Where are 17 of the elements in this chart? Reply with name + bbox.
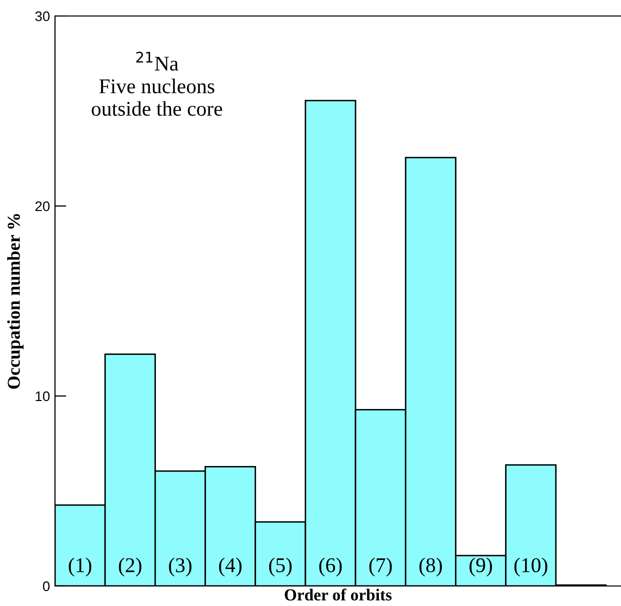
x-tick-label: (3) <box>168 558 192 576</box>
y-tick-label: 0 <box>42 581 50 592</box>
y-tick-label: 20 <box>35 201 50 212</box>
text: $^{21}$Na Five nucleons outside the core <box>92 52 222 116</box>
x-tick-label: (4) <box>219 558 242 576</box>
x-tick-label: (10) <box>514 558 548 576</box>
x-tick-label: (8) <box>419 558 442 576</box>
x-tick-label: (9) <box>470 558 492 576</box>
y-tick-label: 10 <box>36 391 50 402</box>
x-tick-label: (1) <box>68 558 92 576</box>
x-tick-label: (5) <box>269 558 292 576</box>
y-axis-title: Occupation number % <box>7 214 24 389</box>
x-tick-label: (6) <box>319 558 342 576</box>
x-tick-label: (2) <box>118 558 142 576</box>
x-tick-label: (7) <box>369 558 392 576</box>
y-tick-label: 30 <box>35 11 50 22</box>
x-axis-title: Order of orbits <box>284 588 392 601</box>
